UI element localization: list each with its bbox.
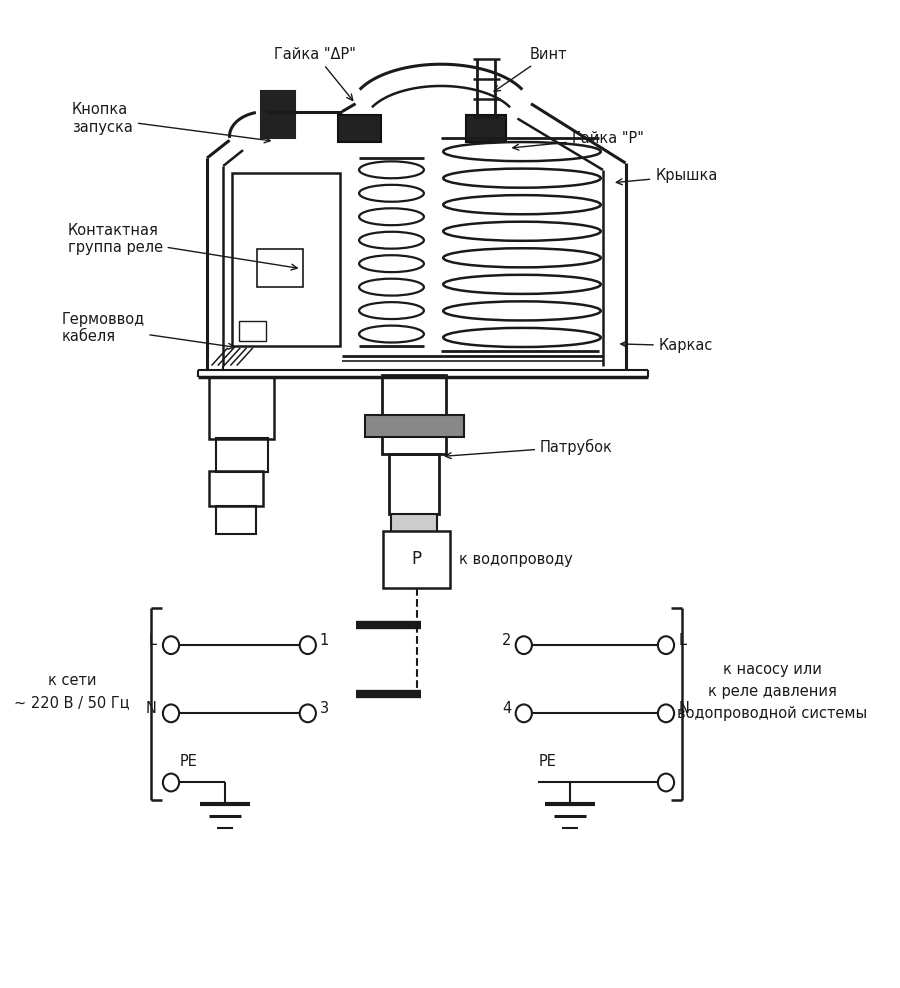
Text: к сети
~ 220 В / 50 Гц: к сети ~ 220 В / 50 Гц [14,673,130,710]
Circle shape [163,704,179,722]
Bar [261,91,295,138]
Bar [392,543,436,563]
Circle shape [163,636,179,654]
Text: Гермоввод
кабеля: Гермоввод кабеля [61,312,234,349]
Text: Р: Р [411,550,422,568]
Bar [238,321,266,341]
Circle shape [658,636,674,654]
Text: N: N [146,700,157,716]
Text: 4: 4 [502,700,511,716]
Text: Контактная
группа реле: Контактная группа реле [68,223,297,270]
Bar [216,506,256,534]
Circle shape [300,636,316,654]
Text: L: L [679,632,687,648]
Bar [338,115,381,142]
Circle shape [300,704,316,722]
Text: к насосу или
к реле давления
водопроводной системы: к насосу или к реле давления водопроводн… [677,662,868,721]
Circle shape [658,774,674,791]
Bar [382,375,446,454]
Bar [232,173,340,346]
Bar [364,415,464,437]
Bar [216,438,268,472]
Bar [466,115,506,142]
Bar [391,514,437,545]
Text: Патрубок: Патрубок [446,439,613,458]
Text: Гайка "Р": Гайка "Р" [513,130,644,150]
Circle shape [516,636,532,654]
Text: L: L [148,632,157,648]
Text: Крышка: Крышка [616,168,717,185]
Bar [209,471,263,506]
Circle shape [516,704,532,722]
Circle shape [658,704,674,722]
Bar [209,377,274,439]
Text: 1: 1 [320,632,328,648]
Bar [382,531,450,588]
Text: Винт: Винт [494,46,567,92]
Circle shape [163,774,179,791]
Text: Кнопка
запуска: Кнопка запуска [72,103,270,143]
Text: N: N [679,700,689,716]
Text: Гайка "ΔР": Гайка "ΔР" [274,46,356,101]
Text: Каркас: Каркас [621,338,713,354]
Text: 2: 2 [502,632,511,648]
Bar [256,249,303,287]
Text: PE: PE [180,754,198,769]
Bar [389,454,439,514]
Text: к водопроводу: к водопроводу [459,551,572,567]
Text: PE: PE [538,754,556,769]
Text: 3: 3 [320,700,328,716]
